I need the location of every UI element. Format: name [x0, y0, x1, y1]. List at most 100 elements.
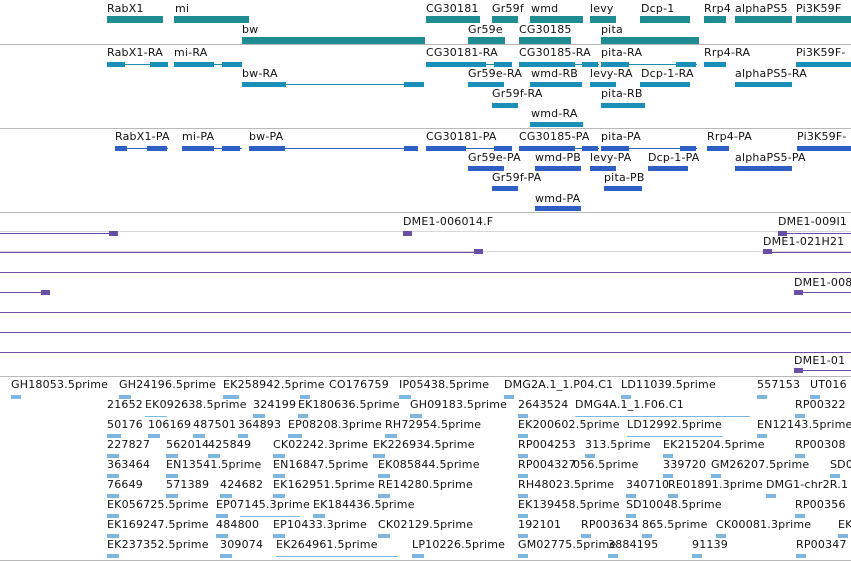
polypeptide-label[interactable]: Pi3K59F- [797, 130, 847, 143]
gene-label[interactable]: wmd [531, 2, 559, 15]
est-label[interactable]: RE01891.3prime [668, 478, 763, 491]
est-feature[interactable] [518, 534, 528, 538]
est-label[interactable]: GH09183.5prime [410, 398, 508, 411]
gene-feature[interactable] [107, 16, 163, 23]
est-feature[interactable] [107, 454, 119, 458]
est-feature[interactable] [216, 534, 228, 538]
est-feature[interactable] [412, 554, 424, 558]
est-label[interactable]: 50176 [107, 418, 143, 431]
alignment-feature[interactable] [0, 252, 478, 253]
gene-feature[interactable] [174, 16, 249, 23]
alignment-feature[interactable] [794, 292, 851, 293]
polypeptide-label[interactable]: CG30185-PA [519, 130, 590, 143]
est-feature[interactable] [223, 395, 239, 399]
est-label[interactable]: LD12992.5prime [627, 418, 722, 431]
est-feature[interactable] [216, 514, 228, 518]
est-label[interactable]: RH72954.5prime [385, 418, 482, 431]
est-label[interactable]: GH24196.5prime [119, 378, 217, 391]
est-label[interactable]: 562014 [166, 438, 210, 451]
est-feature[interactable] [663, 454, 673, 458]
est-label[interactable]: 425849 [208, 438, 252, 451]
alignment-feature[interactable] [778, 233, 851, 234]
est-feature[interactable] [313, 514, 325, 518]
polypeptide-label[interactable]: CG30181-PA [426, 130, 497, 143]
est-feature[interactable] [208, 454, 220, 458]
polypeptide-label[interactable]: Gr59e-PA [468, 151, 521, 164]
transcript-feature[interactable] [242, 84, 424, 85]
est-feature[interactable] [585, 454, 595, 458]
est-label[interactable]: 192101 [518, 518, 562, 531]
est-feature[interactable] [166, 454, 178, 458]
est-feature[interactable] [107, 434, 121, 438]
polypeptide-feature[interactable] [115, 148, 168, 149]
gene-feature[interactable] [242, 37, 425, 44]
est-feature[interactable] [795, 414, 805, 418]
est-label[interactable]: 91139 [692, 538, 728, 551]
est-feature[interactable] [145, 416, 167, 417]
est-feature[interactable] [766, 494, 776, 498]
transcript-label[interactable]: Pi3K59F- [796, 46, 846, 59]
alignment-feature[interactable] [0, 312, 851, 313]
est-feature[interactable] [504, 395, 514, 399]
est-label[interactable]: SD10048.5prime [626, 498, 722, 511]
est-feature[interactable] [410, 414, 422, 418]
est-label[interactable]: GM26207.5prime [711, 458, 810, 471]
est-feature[interactable] [166, 474, 178, 478]
est-feature[interactable] [240, 516, 300, 517]
polypeptide-label[interactable]: wmd-PA [535, 192, 581, 205]
est-label[interactable]: 2643524 [518, 398, 569, 411]
est-feature[interactable] [148, 434, 160, 438]
gene-label[interactable]: Pi3K59F [796, 2, 842, 15]
est-label[interactable]: EN13541.5prime [166, 458, 262, 471]
est-feature[interactable] [385, 434, 397, 438]
transcript-label[interactable]: Dcp-1-RA [641, 67, 694, 80]
est-label[interactable]: EK139458.5prime [518, 498, 620, 511]
est-label[interactable]: EK258942.5prime [223, 378, 325, 391]
est-feature[interactable] [373, 454, 385, 458]
alignment-label[interactable]: DME1-006014.F [403, 215, 494, 228]
est-label[interactable]: 363464 [107, 458, 151, 471]
est-label[interactable]: 364893 [238, 418, 282, 431]
est-label[interactable]: 76649 [107, 478, 143, 491]
est-label[interactable]: 424682 [220, 478, 264, 491]
est-label[interactable]: RP004327 [518, 458, 576, 471]
est-label[interactable]: 339720 [663, 458, 707, 471]
est-label[interactable]: LD11039.5prime [621, 378, 716, 391]
gene-feature[interactable] [519, 37, 571, 44]
transcript-label[interactable]: wmd-RB [531, 67, 579, 80]
est-feature[interactable] [273, 494, 285, 498]
est-label[interactable]: IP05438.5prime [399, 378, 490, 391]
est-feature[interactable] [627, 436, 723, 437]
est-feature[interactable] [663, 474, 673, 478]
transcript-label[interactable]: CG30185-RA [519, 46, 591, 59]
est-feature[interactable] [288, 434, 302, 438]
est-label[interactable]: LP10226.5prime [412, 538, 506, 551]
est-label[interactable]: EP08208.3prime [288, 418, 382, 431]
est-feature[interactable] [518, 494, 528, 498]
est-label[interactable]: 487501 [193, 418, 237, 431]
polypeptide-label[interactable]: pita-PB [604, 171, 645, 184]
alignment-label[interactable]: DME1-009I1 [778, 215, 848, 228]
est-label[interactable]: RP00308 [795, 438, 846, 451]
gene-feature[interactable] [492, 16, 518, 23]
est-label[interactable]: EK237352.5prime [107, 538, 209, 551]
polypeptide-label[interactable]: Rrp4-PA [707, 130, 752, 143]
polypeptide-label[interactable]: mi-PA [182, 130, 215, 143]
gene-feature[interactable] [601, 37, 699, 44]
est-feature[interactable] [810, 395, 820, 399]
gene-feature[interactable] [426, 16, 480, 23]
est-feature[interactable] [300, 395, 310, 399]
est-feature[interactable] [757, 434, 767, 438]
est-feature[interactable] [626, 514, 636, 518]
est-label[interactable]: 056.5prime [573, 458, 639, 471]
est-feature[interactable] [518, 474, 528, 478]
gene-feature[interactable] [590, 16, 616, 23]
alignment-feature[interactable] [0, 332, 851, 333]
est-label[interactable]: GH18053.5prime [11, 378, 109, 391]
est-feature[interactable] [575, 416, 750, 417]
est-label[interactable]: 484800 [216, 518, 260, 531]
gene-label[interactable]: alphaPS5 [735, 2, 788, 15]
est-label[interactable]: EN12143.5prime [757, 418, 851, 431]
est-label[interactable]: RH48023.5prime [518, 478, 615, 491]
est-feature[interactable] [119, 395, 131, 399]
